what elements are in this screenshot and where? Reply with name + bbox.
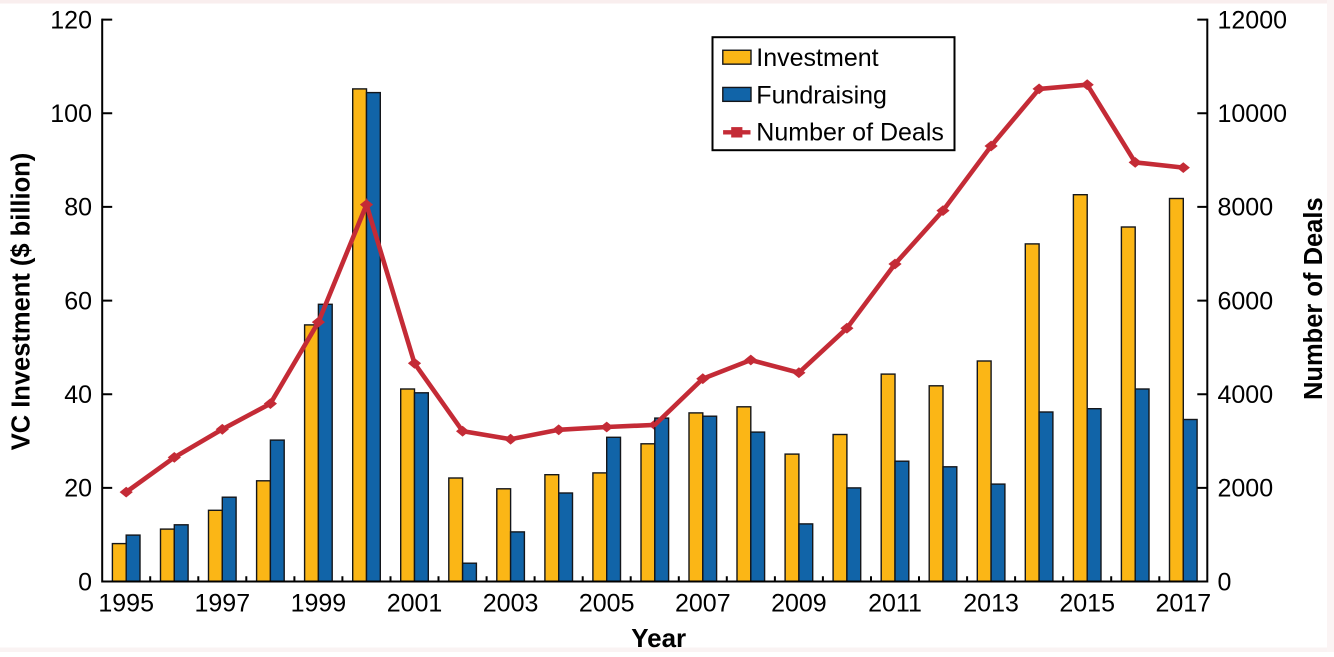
svg-text:Number of Deals: Number of Deals <box>1300 197 1328 400</box>
svg-text:2017: 2017 <box>1155 590 1211 618</box>
svg-text:2007: 2007 <box>675 590 731 618</box>
svg-text:Fundraising: Fundraising <box>756 81 887 109</box>
svg-text:40: 40 <box>64 381 92 409</box>
svg-text:2013: 2013 <box>963 590 1019 618</box>
svg-text:100: 100 <box>50 100 92 128</box>
svg-text:2015: 2015 <box>1059 590 1115 618</box>
svg-text:0: 0 <box>78 568 92 596</box>
svg-text:2011: 2011 <box>868 590 922 618</box>
svg-text:20: 20 <box>64 475 92 503</box>
svg-text:4000: 4000 <box>1218 381 1274 409</box>
svg-text:80: 80 <box>64 194 92 222</box>
svg-text:12000: 12000 <box>1218 6 1288 34</box>
svg-text:120: 120 <box>50 6 92 34</box>
svg-text:1999: 1999 <box>291 590 347 618</box>
svg-text:0: 0 <box>1218 568 1232 596</box>
svg-text:1995: 1995 <box>98 590 154 618</box>
svg-text:6000: 6000 <box>1218 287 1274 315</box>
svg-text:2001: 2001 <box>387 590 443 618</box>
svg-text:Number of Deals: Number of Deals <box>756 119 944 147</box>
svg-text:VC Investment ($ billion): VC Investment ($ billion) <box>8 153 36 451</box>
svg-text:2003: 2003 <box>483 590 539 618</box>
svg-text:10000: 10000 <box>1218 100 1288 128</box>
svg-text:Investment: Investment <box>756 44 878 72</box>
svg-text:Year: Year <box>631 623 686 652</box>
svg-text:8000: 8000 <box>1218 194 1274 222</box>
svg-text:60: 60 <box>64 287 92 315</box>
svg-text:2009: 2009 <box>771 590 827 618</box>
svg-text:1997: 1997 <box>194 590 250 618</box>
svg-text:2005: 2005 <box>579 590 635 618</box>
svg-text:2000: 2000 <box>1218 475 1274 503</box>
